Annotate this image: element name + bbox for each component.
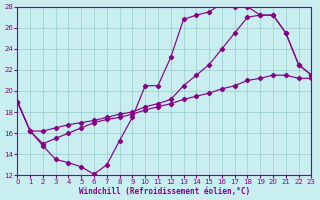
X-axis label: Windchill (Refroidissement éolien,°C): Windchill (Refroidissement éolien,°C) <box>79 187 250 196</box>
